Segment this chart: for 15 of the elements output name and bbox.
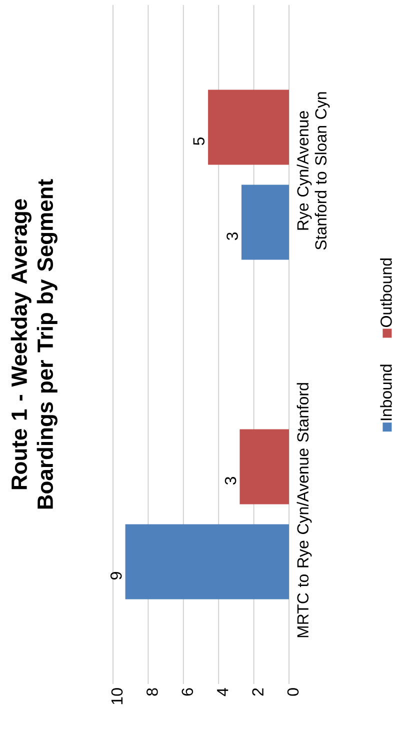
x-tick-label: 10: [111, 688, 123, 704]
x-tick-label: 6: [182, 688, 194, 696]
data-label: 3: [224, 477, 236, 485]
text: Outbound: [380, 258, 392, 327]
x-tick-label: 4: [217, 688, 228, 696]
data-label: 3: [226, 232, 238, 240]
y-tick-label: MRTC to Rye Cyn/Avenue Stanford: [296, 383, 312, 638]
x-tick-label: 8: [146, 688, 158, 696]
text: Inbound: [380, 364, 392, 420]
text: Route 1 - Weekday Average Boardings per Trip by Segment: [10, 179, 58, 509]
data-label: 5: [193, 137, 204, 146]
data-label: 9: [110, 572, 122, 580]
x-tick-label: 2: [252, 688, 264, 696]
y-tick-label: Rye Cyn/Avenue Stanford to Sloan Cyn: [296, 92, 330, 250]
x-tick-label: 0: [287, 688, 299, 696]
